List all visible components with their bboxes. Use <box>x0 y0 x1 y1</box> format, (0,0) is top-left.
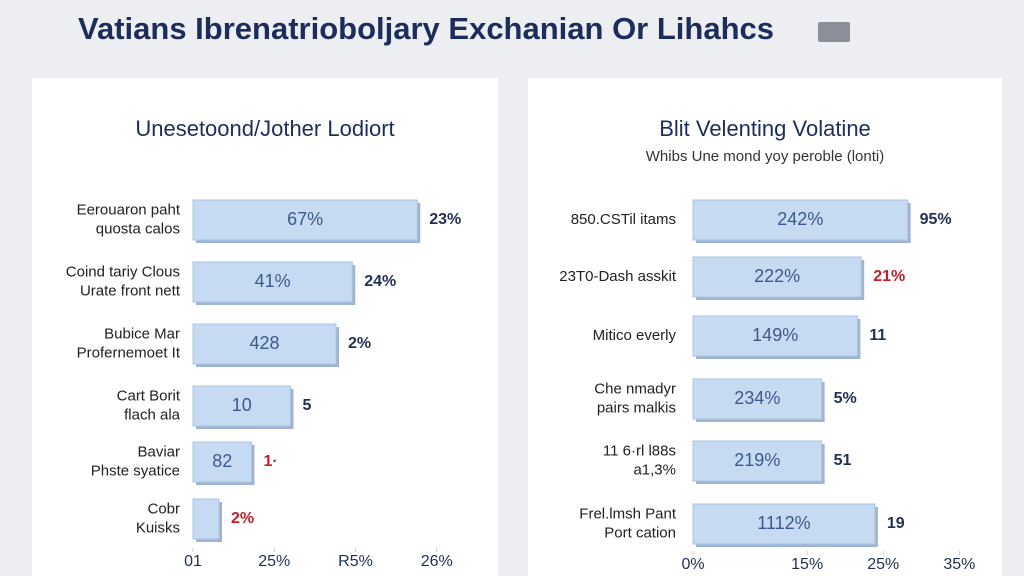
bar <box>692 315 858 357</box>
side-label: 23% <box>429 211 461 228</box>
category-label: Baviar <box>137 443 180 460</box>
side-label: 11 <box>869 327 886 344</box>
bar-label: 222% <box>754 266 800 286</box>
x-tick-label: 0% <box>681 556 704 573</box>
category-label: pairs malkis <box>597 399 676 416</box>
category-label: Cobr <box>147 500 180 517</box>
category-label: a1,3% <box>633 461 676 478</box>
side-label: 5% <box>834 390 857 407</box>
bar <box>192 498 220 540</box>
x-tick-label: R5% <box>338 553 373 570</box>
bar-label: 67% <box>287 209 323 229</box>
x-tick-label: 01 <box>184 553 202 570</box>
x-tick-label: 25% <box>258 553 290 570</box>
side-label: 2% <box>348 335 371 352</box>
x-tick-label: 15% <box>791 556 823 573</box>
side-label: 21% <box>873 268 905 285</box>
category-label: Eerouaron paht <box>77 201 181 218</box>
category-label: 850.CSTil itams <box>571 211 676 228</box>
bar-label: 242% <box>777 209 823 229</box>
x-tick-label: 25% <box>867 556 899 573</box>
side-label: 1· <box>264 453 278 470</box>
category-label: Coind tariy Clous <box>66 263 180 280</box>
category-label: 23T0-Dash asskit <box>559 268 677 285</box>
side-label: 2% <box>231 510 254 527</box>
category-label: Che nmadyr <box>594 380 676 397</box>
bar <box>692 378 823 420</box>
side-label: 24% <box>364 273 396 290</box>
category-label: Phste syatice <box>91 462 180 479</box>
icon <box>818 22 850 42</box>
bar <box>692 256 862 298</box>
side-label: 51 <box>834 452 852 469</box>
side-label: 19 <box>887 515 905 532</box>
category-label: Mitico everly <box>593 327 677 344</box>
bar-label: 1112% <box>757 513 810 533</box>
category-label: Port cation <box>604 524 676 541</box>
bar-label: 10 <box>232 395 252 415</box>
chart-subtitle: Whibs Une mond yoy peroble (lonti) <box>646 148 884 165</box>
category-label: quosta calos <box>96 220 180 237</box>
side-label: 95% <box>920 211 952 228</box>
bar-label: 234% <box>734 388 780 408</box>
category-label: 11 6·rl l88s <box>603 442 676 459</box>
chart-title: Unesetoond/Jother Lodiort <box>135 116 394 141</box>
bar-label: 219% <box>734 450 780 470</box>
bar <box>692 503 876 545</box>
category-label: flach ala <box>124 406 181 423</box>
category-label: Kuisks <box>136 519 180 536</box>
category-label: Frel.lmsh Pant <box>579 505 677 522</box>
bar <box>692 199 909 241</box>
bar-label: 41% <box>255 271 291 291</box>
x-tick-label: 26% <box>421 553 453 570</box>
bar-label: 149% <box>752 325 798 345</box>
bar <box>192 385 291 427</box>
bar <box>192 261 353 303</box>
bar <box>692 440 823 482</box>
chart-title: Blit Velenting Volatine <box>659 116 871 141</box>
category-label: Bubice Mar <box>104 325 180 342</box>
bar <box>192 441 252 483</box>
bar-label: 82 <box>212 451 232 471</box>
category-label: Cart Borit <box>117 387 181 404</box>
bar <box>192 323 337 365</box>
bar <box>192 199 418 241</box>
bar-label: 428 <box>249 333 279 353</box>
category-label: Urate front nett <box>80 282 181 299</box>
page-title: Vatians Ibrenatrioboljary Exchanian Or L… <box>78 11 774 46</box>
x-tick-label: 35% <box>943 556 975 573</box>
category-label: Profernemoet It <box>77 344 181 361</box>
side-label: 5 <box>303 397 312 414</box>
